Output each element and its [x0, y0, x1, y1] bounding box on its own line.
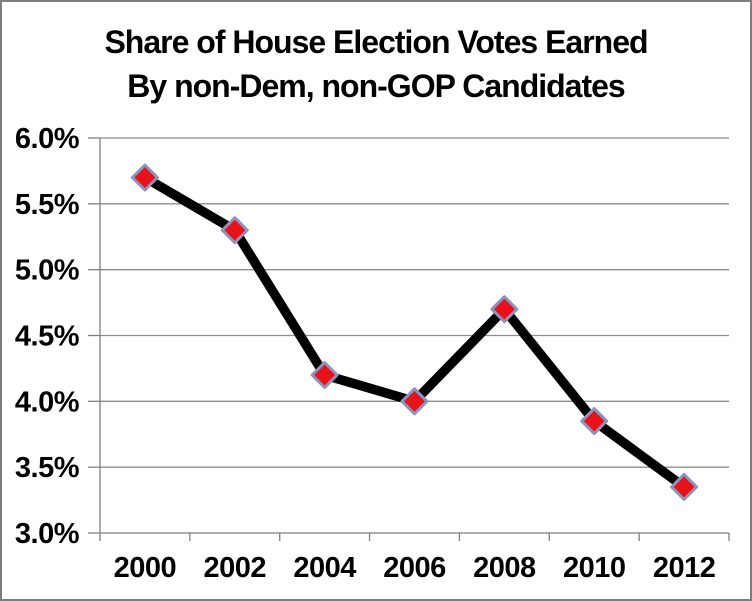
y-axis-label: 4.0%: [15, 386, 80, 418]
x-axis-label: 2010: [563, 552, 626, 584]
y-axis-label: 6.0%: [15, 123, 80, 155]
x-axis-label: 2000: [114, 552, 177, 584]
gridlines: [100, 137, 729, 468]
data-point-2012: [670, 472, 699, 501]
y-axis-label: 4.5%: [15, 321, 80, 353]
x-axis-label: 2004: [293, 552, 356, 584]
data-point-2002: [220, 216, 249, 245]
y-axis-label: 5.5%: [15, 189, 80, 221]
data-point-2000: [130, 163, 159, 192]
data-point-2010: [580, 407, 609, 436]
y-axis-label: 3.0%: [15, 518, 80, 550]
axis-labels: 3.0% 3.5% 4.0% 4.5% 5.0% 5.5% 6.0% 2000 2002 2004…: [15, 123, 716, 584]
x-axis-label: 2008: [473, 552, 536, 584]
x-axis-label: 2006: [383, 552, 446, 584]
y-axis-label: 5.0%: [15, 255, 80, 287]
axes: [88, 137, 730, 541]
x-axis-label: 2012: [653, 552, 716, 584]
series-line: [140, 172, 689, 492]
chart-title-line2: By non-Dem, non-GOP Candidates: [127, 68, 625, 104]
data-point-2004: [310, 361, 339, 389]
y-axis-label: 3.5%: [15, 452, 80, 484]
data-point-2008: [490, 295, 519, 324]
x-axis-label: 2002: [204, 552, 267, 584]
data-point-2006: [400, 387, 429, 416]
chart-title-line1: Share of House Election Votes Earned: [104, 24, 647, 60]
data-series: [130, 163, 699, 501]
